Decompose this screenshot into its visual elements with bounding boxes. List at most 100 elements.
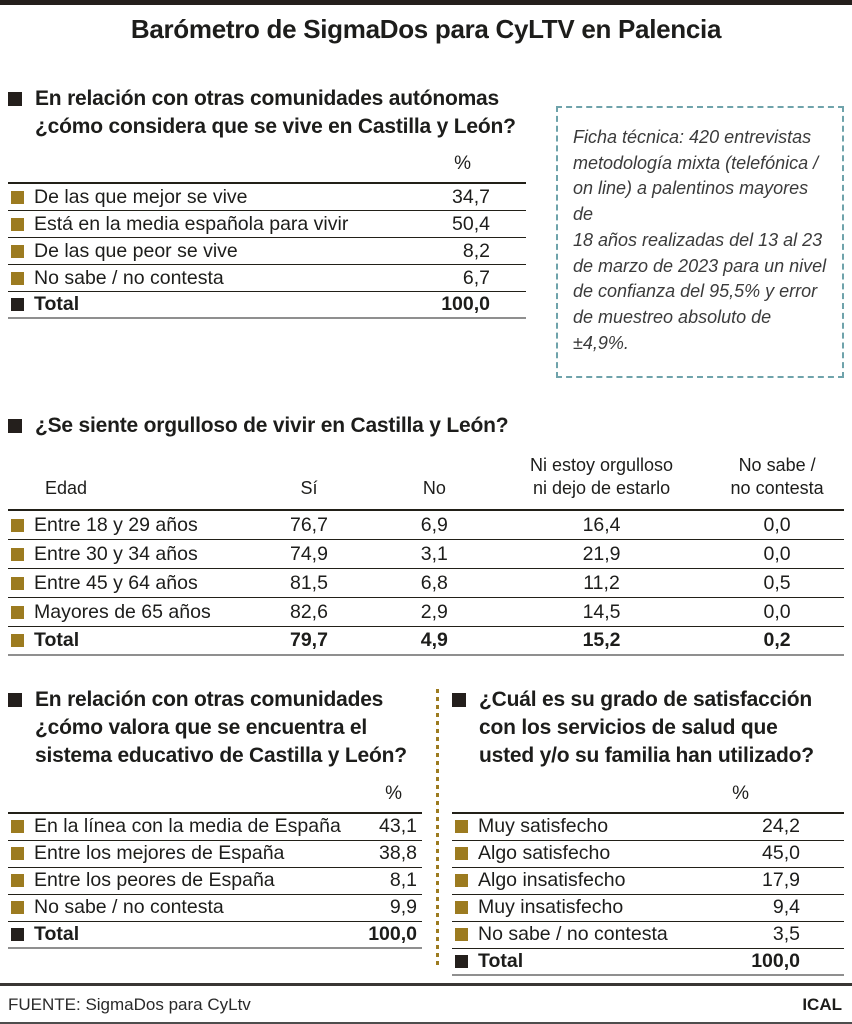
section-q2: ¿Se siente orgulloso de vivir en Castill… xyxy=(0,412,852,657)
black-square-icon xyxy=(8,92,22,106)
gold-square-icon xyxy=(11,547,24,561)
table-row: Muy satisfecho 24,2 xyxy=(452,814,844,841)
column-header-ns-nc: No sabe / no contesta xyxy=(730,455,824,499)
table-row: Entre los mejores de España 38,8 xyxy=(8,841,422,868)
top-rule xyxy=(0,0,852,5)
row-label-cell: Entre 18 y 29 años xyxy=(8,514,242,537)
q1-column: En relación con otras comunidades autóno… xyxy=(8,85,526,378)
total-label: Total xyxy=(478,949,524,972)
row-label-cell: Mayores de 65 años xyxy=(8,601,242,624)
row-label-cell: Total xyxy=(8,629,242,652)
column-header-edad: Edad xyxy=(45,478,88,499)
q4-column: ¿Cuál es su grado de satisfacción con lo… xyxy=(452,686,844,976)
q2-question-text: ¿Se siente orgulloso de vivir en Castill… xyxy=(35,413,509,437)
row-value: 9,9 xyxy=(389,896,417,919)
gold-square-icon xyxy=(455,928,468,942)
table-row: De las que peor se vive 8,2 xyxy=(8,238,526,266)
black-square-icon xyxy=(11,298,24,312)
row-value: 3,5 xyxy=(772,923,800,946)
q3-column: En relación con otras comunidades ¿cómo … xyxy=(8,686,422,975)
gold-square-icon xyxy=(11,847,24,861)
table-total-row: Total 100,0 xyxy=(8,922,422,949)
gold-square-icon xyxy=(11,901,24,915)
table-row: No sabe / no contesta 3,5 xyxy=(452,922,844,949)
table-row: Entre 30 y 34 años 74,9 3,1 21,9 0,0 xyxy=(8,540,844,570)
row-label: Está en la media española para vivir xyxy=(34,212,349,235)
ficha-tecnica-container: Ficha técnica: 420 entrevistas metodolog… xyxy=(526,85,844,378)
black-square-icon xyxy=(455,954,468,968)
row-value: 6,7 xyxy=(462,266,490,289)
table-row: Muy insatisfecho 9,4 xyxy=(452,895,844,922)
cell-value: 0,2 xyxy=(763,629,791,652)
table-row: Algo insatisfecho 17,9 xyxy=(452,868,844,895)
table-row: Mayores de 65 años 82,6 2,9 14,5 0,0 xyxy=(8,598,844,628)
table-total-row: Total 100,0 xyxy=(452,949,844,976)
gold-dotted-divider xyxy=(436,689,439,968)
row-label: Muy satisfecho xyxy=(478,815,609,838)
q2-question: ¿Se siente orgulloso de vivir en Castill… xyxy=(8,412,844,440)
q3-table: En la línea con la media de España 43,1 … xyxy=(8,811,422,949)
row-label: No sabe / no contesta xyxy=(34,896,224,919)
total-label: Total xyxy=(34,293,80,316)
agency-credit: ICAL xyxy=(802,995,842,1014)
row-value: 8,2 xyxy=(462,239,490,262)
gold-square-icon xyxy=(455,820,468,834)
footer-top-rule xyxy=(0,983,852,986)
cell-value: 3,1 xyxy=(420,542,448,565)
q1-question: En relación con otras comunidades autóno… xyxy=(8,85,526,140)
total-value: 100,0 xyxy=(751,949,800,972)
row-value: 17,9 xyxy=(762,869,800,892)
gold-square-icon xyxy=(11,190,24,204)
section-q1: En relación con otras comunidades autóno… xyxy=(0,85,852,378)
gold-square-icon xyxy=(455,874,468,888)
q2-table: Entre 18 y 29 años 76,7 6,9 16,4 0,0 Ent… xyxy=(8,509,844,657)
row-label: Muy insatisfecho xyxy=(478,896,624,919)
row-label: Mayores de 65 años xyxy=(34,600,211,623)
row-value: 50,4 xyxy=(452,212,490,235)
total-value: 100,0 xyxy=(368,922,417,945)
cell-value: 0,5 xyxy=(763,571,791,594)
gold-square-icon xyxy=(11,605,24,619)
ficha-tecnica-box: Ficha técnica: 420 entrevistas metodolog… xyxy=(556,106,844,378)
q2-column-headers: Edad Sí No Ni estoy orgulloso ni dejo de… xyxy=(8,454,844,500)
black-square-icon xyxy=(11,634,24,648)
total-label: Total xyxy=(34,629,80,652)
footer-bottom-rule xyxy=(0,1022,852,1024)
footer: FUENTE: SigmaDos para CyLtv ICAL xyxy=(0,983,852,1024)
q4-percent-header: % xyxy=(732,782,749,804)
cell-value: 4,9 xyxy=(420,629,448,652)
table-row: Está en la media española para vivir 50,… xyxy=(8,211,526,239)
table-row: Entre 45 y 64 años 81,5 6,8 11,2 0,5 xyxy=(8,569,844,599)
row-value: 34,7 xyxy=(452,185,490,208)
total-label: Total xyxy=(34,922,80,945)
gold-square-icon xyxy=(11,820,24,834)
cell-value: 74,9 xyxy=(289,542,328,565)
row-label: Entre 30 y 34 años xyxy=(34,542,198,565)
cell-value: 81,5 xyxy=(289,571,328,594)
source-credit: FUENTE: SigmaDos para CyLtv xyxy=(8,995,251,1014)
row-label-cell: Entre 30 y 34 años xyxy=(8,543,242,566)
table-row: De las que mejor se vive 34,7 xyxy=(8,184,526,212)
q4-question: ¿Cuál es su grado de satisfacción con lo… xyxy=(452,686,844,769)
row-label: No sabe / no contesta xyxy=(34,266,224,289)
cell-value: 11,2 xyxy=(583,571,620,594)
row-label: Entre los peores de España xyxy=(34,869,275,892)
q3-question: En relación con otras comunidades ¿cómo … xyxy=(8,686,422,769)
cell-value: 14,5 xyxy=(582,600,621,623)
cell-value: 16,4 xyxy=(582,513,621,536)
cell-value: 0,0 xyxy=(763,600,791,623)
table-total-row: Total 79,7 4,9 15,2 0,2 xyxy=(8,627,844,657)
row-label: Entre 18 y 29 años xyxy=(34,513,198,536)
row-label: De las que peor se vive xyxy=(34,239,238,262)
gold-square-icon xyxy=(11,576,24,590)
column-header-no: No xyxy=(422,478,446,499)
row-value: 9,4 xyxy=(772,896,800,919)
table-row: Entre los peores de España 8,1 xyxy=(8,868,422,895)
gold-square-icon xyxy=(11,244,24,258)
footer-content: FUENTE: SigmaDos para CyLtv ICAL xyxy=(0,986,852,1022)
cell-value: 0,0 xyxy=(763,542,791,565)
gold-square-icon xyxy=(11,217,24,231)
section-q3-q4: En relación con otras comunidades ¿cómo … xyxy=(0,686,852,976)
q1-question-text: En relación con otras comunidades autóno… xyxy=(35,87,516,138)
